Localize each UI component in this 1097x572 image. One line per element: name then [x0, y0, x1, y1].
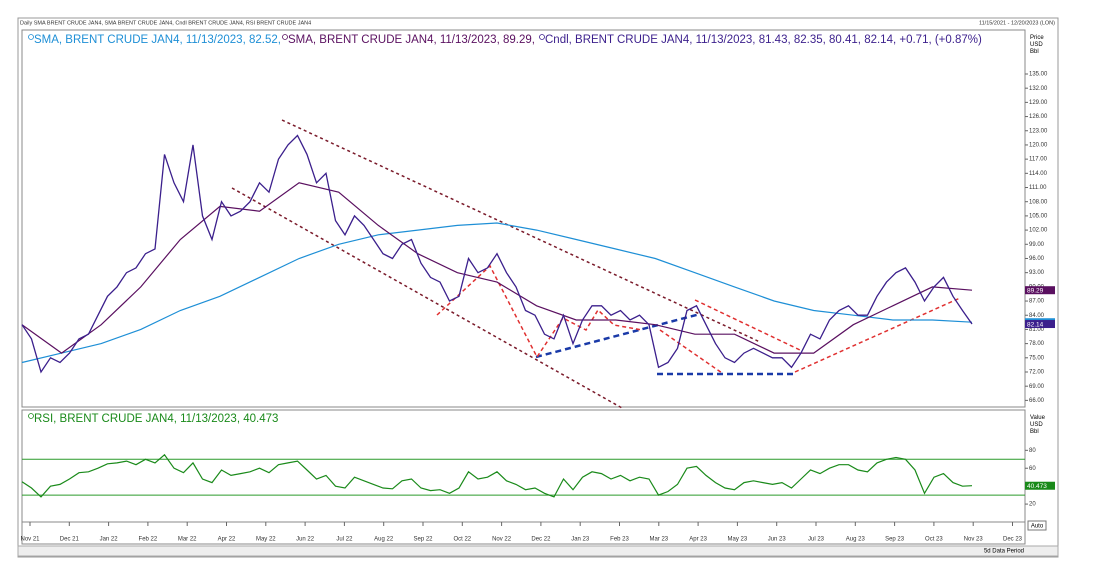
last-value-box: [1025, 481, 1055, 490]
x-tick-label: Dec 22: [531, 537, 551, 543]
x-tick-label: Jul 23: [808, 537, 825, 543]
legend-entry: SMA, BRENT CRUDE JAN4, 11/13/2023, 82.52…: [34, 34, 281, 46]
y-tick-label: 96.00: [1029, 256, 1045, 262]
x-tick-label: Apr 22: [218, 537, 236, 543]
x-tick-label: Aug 23: [846, 537, 866, 543]
x-tick-label: Oct 23: [925, 537, 943, 543]
y-tick-label: 117.00: [1029, 157, 1048, 163]
y-tick-label: 114.00: [1029, 171, 1048, 177]
x-tick-label: May 22: [256, 537, 276, 543]
y-axis-title: Value USD Bbl: [1030, 415, 1046, 435]
y-tick-label: 69.00: [1029, 384, 1045, 390]
last-value-box: [1025, 286, 1055, 295]
header-left: Daily SMA BRENT CRUDE JAN4, SMA BRENT CR…: [20, 20, 311, 26]
x-tick-label: Jan 23: [571, 537, 590, 543]
x-tick-label: Feb 23: [610, 537, 629, 543]
last-value-label: 89.29: [1027, 287, 1044, 294]
series-line: [21, 222, 973, 364]
y-tick-label: 75.00: [1029, 355, 1045, 361]
x-tick-label: Dec 23: [1003, 537, 1023, 543]
y-tick-label: 123.00: [1029, 128, 1048, 134]
legend-icon: [28, 34, 34, 40]
trend-lines: [231, 119, 961, 409]
x-tick-label: Sep 22: [413, 537, 433, 543]
x-tick-label: May 23: [728, 537, 748, 543]
y-tick-label: 126.00: [1029, 114, 1048, 120]
y-tick-label: 132.00: [1029, 86, 1048, 92]
y-tick-label: 80: [1029, 448, 1036, 454]
x-tick-label: Mar 23: [649, 537, 668, 543]
legend-icon: [539, 34, 545, 40]
series-line: [21, 182, 973, 354]
y-tick-label: 99.00: [1029, 242, 1045, 248]
x-tick-label: Feb 22: [139, 537, 158, 543]
x-tick-label: Mar 22: [178, 537, 197, 543]
x-tick-label: Aug 22: [374, 537, 394, 543]
y-tick-label: 66.00: [1029, 398, 1045, 404]
series-line: [21, 134, 973, 374]
last-value-box: [1025, 320, 1055, 329]
y-tick-label: 72.00: [1029, 370, 1045, 376]
x-tick-label: Oct 22: [453, 537, 471, 543]
y-tick-label: 108.00: [1029, 199, 1048, 205]
x-tick-label: Nov 21: [20, 537, 40, 543]
y-tick-label: 105.00: [1029, 213, 1048, 219]
last-value-label: 82.14: [1027, 321, 1044, 328]
y-tick-label: 135.00: [1029, 72, 1048, 78]
legend-entry: SMA, BRENT CRUDE JAN4, 11/13/2023, 89.29…: [288, 34, 535, 46]
x-tick-label: Jun 22: [296, 537, 315, 543]
y-tick-label: 129.00: [1029, 100, 1048, 106]
period-label[interactable]: 5d Data Period: [984, 549, 1024, 555]
x-tick-label: Apr 23: [689, 537, 707, 543]
y-tick-label: 78.00: [1029, 341, 1045, 347]
date-axis: [21, 521, 1026, 545]
y-axis-title: Price USD Bbl: [1030, 35, 1044, 55]
y-tick-label: 102.00: [1029, 228, 1048, 234]
header-right: 11/15/2021 - 12/20/2023 (LON): [979, 20, 1055, 26]
y-tick-label: 111.00: [1029, 185, 1047, 191]
x-tick-label: Sep 23: [885, 537, 905, 543]
y-tick-label: 20: [1029, 502, 1036, 508]
legend-icon: [282, 34, 288, 40]
y-tick-label: 60: [1029, 466, 1036, 472]
legend-entry: Cndl, BRENT CRUDE JAN4, 11/13/2023, 81.4…: [545, 34, 982, 46]
x-tick-label: Jul 22: [336, 537, 353, 543]
legend-entry: RSI, BRENT CRUDE JAN4, 11/13/2023, 40.47…: [34, 413, 278, 425]
scrollbar[interactable]: [17, 545, 1059, 557]
y-tick-label: 81.00: [1029, 327, 1045, 333]
price-panel: [21, 29, 1026, 408]
auto-button[interactable]: [1027, 520, 1047, 531]
x-tick-label: Nov 23: [964, 537, 984, 543]
y-tick-label: 84.00: [1029, 313, 1045, 319]
last-value-label: 40.473: [1027, 483, 1047, 490]
y-tick-label: 93.00: [1029, 270, 1045, 276]
y-tick-label: 87.00: [1029, 299, 1045, 305]
auto-label: Auto: [1031, 524, 1044, 530]
legend-icon: [28, 413, 34, 419]
y-tick-label: 120.00: [1029, 143, 1048, 149]
x-tick-label: Jun 23: [768, 537, 787, 543]
x-tick-label: Jan 22: [100, 537, 119, 543]
x-tick-label: Nov 22: [492, 537, 512, 543]
series-line: [21, 453, 973, 498]
x-tick-label: Dec 21: [60, 537, 80, 543]
